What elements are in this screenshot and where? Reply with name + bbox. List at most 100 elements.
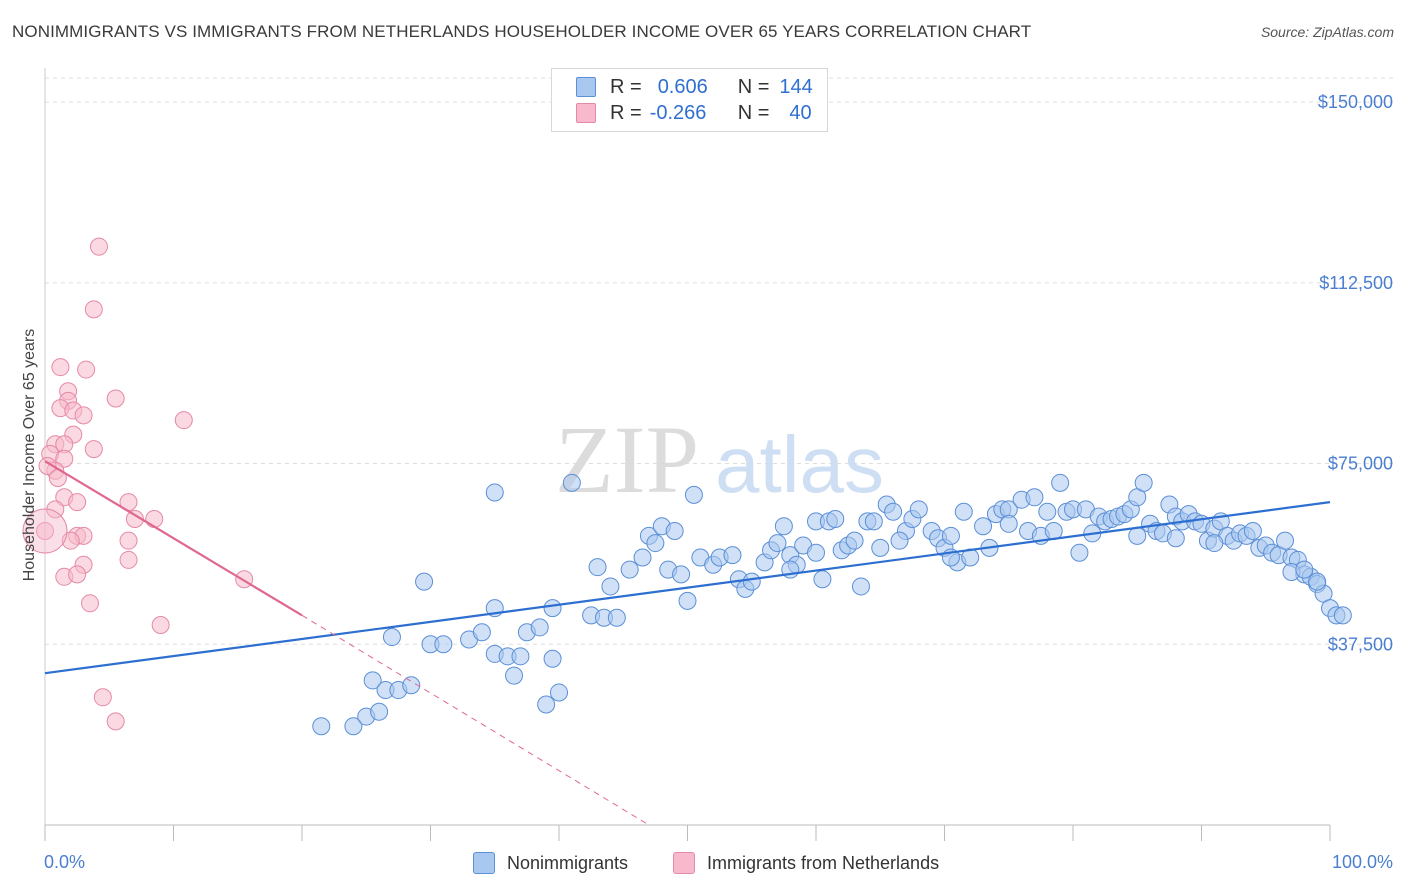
source-label: Source: ZipAtlas.com bbox=[1260, 24, 1394, 40]
nonimmigrants-point bbox=[434, 635, 453, 654]
immigrants-point bbox=[38, 456, 57, 475]
nonimmigrants-point bbox=[1134, 473, 1153, 492]
nonimmigrants-point bbox=[851, 577, 870, 596]
nonimmigrants-point bbox=[884, 502, 903, 521]
legend-label: Nonimmigrants bbox=[507, 852, 629, 873]
nonimmigrants-point bbox=[1205, 534, 1224, 553]
immigrants-point bbox=[84, 300, 103, 319]
immigrants-point bbox=[77, 360, 96, 379]
immigrants-point bbox=[74, 406, 93, 425]
nonimmigrants-point bbox=[909, 500, 928, 519]
nonimmigrants-point bbox=[472, 623, 491, 642]
immigrants-point bbox=[151, 615, 170, 634]
legend-label: Immigrants from Netherlands bbox=[707, 852, 940, 873]
r-value: 0.606 bbox=[657, 75, 708, 98]
nonimmigrants-point bbox=[543, 599, 562, 618]
y-axis-label: Householder Income Over 65 years bbox=[21, 329, 38, 582]
watermark-zip: ZIP bbox=[555, 406, 699, 513]
y-tick-label: $112,500 bbox=[1319, 273, 1393, 293]
immigrants-points bbox=[22, 237, 254, 731]
series-legend: Nonimmigrants Immigrants from Netherland… bbox=[0, 852, 1406, 878]
immigrants-point bbox=[84, 440, 103, 459]
legend-row-nonimmigrants: R = 0.606 N = 144 bbox=[576, 75, 813, 99]
blue-swatch bbox=[576, 77, 596, 97]
nonimmigrants-point bbox=[344, 717, 363, 736]
nonimmigrants-point bbox=[1243, 522, 1262, 541]
nonimmigrants-point bbox=[871, 538, 890, 557]
y-tick-label: $37,500 bbox=[1328, 634, 1393, 654]
nonimmigrants-point bbox=[742, 572, 761, 591]
nonimmigrants-point bbox=[620, 560, 639, 579]
nonimmigrants-point bbox=[774, 517, 793, 536]
tick-labels: $37,500 $75,000 $112,500 $150,000 0.0% 100.0% bbox=[44, 92, 1393, 872]
nonimmigrants-point bbox=[511, 647, 530, 666]
nonimmigrants-point bbox=[1308, 572, 1327, 591]
nonimmigrants-point bbox=[382, 628, 401, 647]
immigrants-point bbox=[145, 509, 164, 528]
nonimmigrants-point bbox=[678, 591, 697, 610]
immigrants-point bbox=[93, 688, 112, 707]
n-value: 40 bbox=[789, 101, 812, 124]
legend-item-nonimmigrants: Nonimmigrants bbox=[473, 852, 628, 874]
immigrants-point bbox=[106, 712, 125, 731]
nonimmigrants-point bbox=[607, 608, 626, 627]
nonimmigrants-point bbox=[999, 514, 1018, 533]
nonimmigrants-point bbox=[1038, 502, 1057, 521]
nonimmigrants-point bbox=[601, 577, 620, 596]
nonimmigrants-point bbox=[646, 534, 665, 553]
nonimmigrants-point bbox=[954, 502, 973, 521]
nonimmigrants-point bbox=[363, 671, 382, 690]
nonimmigrants-point bbox=[890, 531, 909, 550]
nonimmigrants-point bbox=[1295, 560, 1314, 579]
nonimmigrants-point bbox=[723, 546, 742, 565]
nonimmigrants-trend-line bbox=[44, 501, 1331, 675]
nonimmigrants-point bbox=[665, 522, 684, 541]
nonimmigrants-point bbox=[941, 526, 960, 545]
nonimmigrants-points bbox=[312, 473, 1352, 736]
nonimmigrants-point bbox=[537, 695, 556, 714]
immigrants-point bbox=[51, 358, 70, 377]
immigrants-trend-extension bbox=[301, 614, 650, 826]
nonimmigrants-point bbox=[1128, 526, 1147, 545]
nonimmigrants-point bbox=[633, 548, 652, 567]
r-value: -0.266 bbox=[649, 101, 707, 124]
immigrants-point bbox=[68, 493, 87, 512]
legend-row-immigrants: R = -0.266 N = 40 bbox=[576, 101, 812, 125]
x-tick-label: 100.0% bbox=[1332, 852, 1393, 872]
nonimmigrants-point bbox=[974, 517, 993, 536]
nonimmigrants-point bbox=[826, 509, 845, 528]
immigrants-point bbox=[89, 237, 108, 256]
pink-swatch bbox=[576, 103, 596, 123]
watermark: ZIP atlas bbox=[555, 406, 884, 513]
blue-swatch bbox=[473, 852, 495, 874]
pink-swatch bbox=[673, 852, 695, 874]
y-tick-label: $150,000 bbox=[1318, 92, 1393, 112]
nonimmigrants-point bbox=[1070, 543, 1089, 562]
n-label: N = bbox=[737, 75, 770, 98]
r-label: R = bbox=[610, 75, 642, 98]
chart-title: NONIMMIGRANTS VS IMMIGRANTS FROM NETHERL… bbox=[12, 22, 1032, 41]
nonimmigrants-point bbox=[402, 676, 421, 695]
nonimmigrants-point bbox=[1044, 522, 1063, 541]
watermark-atlas: atlas bbox=[715, 420, 884, 509]
nonimmigrants-point bbox=[1025, 488, 1044, 507]
nonimmigrants-point bbox=[588, 558, 607, 577]
immigrants-point bbox=[174, 411, 193, 430]
axes bbox=[44, 68, 1331, 841]
immigrants-point bbox=[22, 508, 68, 554]
nonimmigrants-point bbox=[1276, 531, 1295, 550]
n-label: N = bbox=[737, 101, 770, 124]
y-tick-label: $75,000 bbox=[1328, 454, 1393, 474]
nonimmigrants-point bbox=[845, 531, 864, 550]
immigrants-point bbox=[80, 594, 99, 613]
r-label: R = bbox=[610, 101, 642, 124]
trend-lines bbox=[44, 460, 1331, 826]
nonimmigrants-point bbox=[768, 534, 787, 553]
nonimmigrants-point bbox=[415, 572, 434, 591]
nonimmigrants-point bbox=[485, 483, 504, 502]
immigrants-trend-line bbox=[44, 460, 303, 617]
immigrants-point bbox=[119, 531, 138, 550]
nonimmigrants-point bbox=[312, 717, 331, 736]
nonimmigrants-point bbox=[684, 485, 703, 504]
